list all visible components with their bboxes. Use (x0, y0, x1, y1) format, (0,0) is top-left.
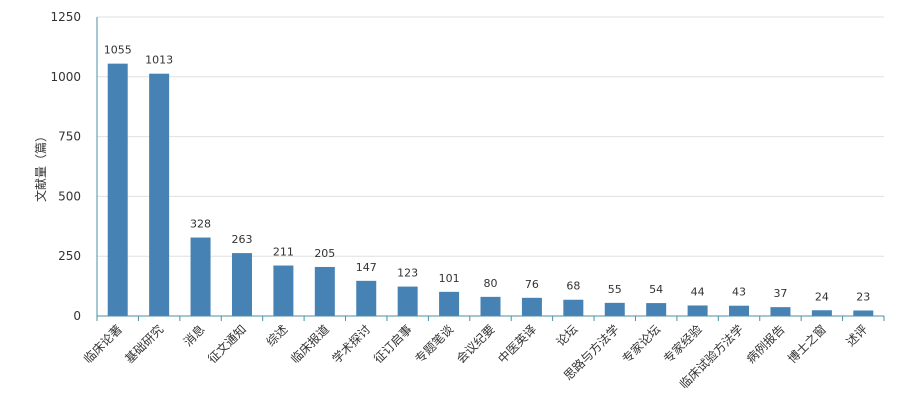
bar (563, 299, 584, 316)
bar (273, 265, 294, 316)
bar (149, 73, 170, 316)
bar (397, 286, 418, 316)
grid-lines (97, 16, 884, 257)
bar (521, 297, 542, 316)
data-label: 55 (608, 283, 622, 296)
bars (107, 63, 874, 317)
data-label: 80 (484, 277, 498, 290)
data-label: 211 (273, 246, 294, 259)
x-tick-label: 专题笔谈 (412, 322, 457, 367)
data-label: 328 (190, 218, 211, 231)
y-tick-label: 750 (58, 130, 81, 144)
data-label: 101 (439, 272, 460, 285)
bar (729, 305, 750, 316)
data-label: 1013 (145, 54, 173, 67)
data-label: 68 (566, 280, 580, 293)
x-tick-label: 专家论坛 (619, 322, 664, 367)
bar (853, 310, 874, 316)
data-label: 263 (231, 233, 252, 246)
bar (356, 280, 377, 316)
data-label: 54 (649, 283, 663, 296)
x-tick-label: 征订启事 (371, 322, 415, 366)
x-tick-label: 基础研究 (122, 322, 167, 367)
data-label: 43 (732, 286, 746, 299)
data-label: 37 (773, 287, 787, 300)
data-label: 1055 (104, 44, 132, 57)
x-tick-label: 述评 (844, 322, 871, 349)
bar (231, 253, 252, 316)
y-tick-label: 0 (73, 309, 81, 323)
bar (770, 307, 791, 316)
bar (646, 303, 667, 316)
data-label: 123 (397, 267, 418, 280)
x-tick-label: 博士之窗 (784, 322, 829, 367)
bar (107, 63, 128, 317)
y-tick-label: 1000 (50, 70, 81, 84)
bar (314, 266, 335, 316)
bar (190, 237, 211, 316)
data-label: 24 (815, 290, 829, 303)
y-tick-label: 1250 (50, 10, 81, 24)
y-axis-ticks: 0 250 500 750 1000 1250 (50, 10, 81, 323)
y-tick-label: 250 (58, 249, 81, 263)
bar (687, 305, 708, 316)
bar (439, 291, 460, 316)
x-tick-label: 临床报道 (287, 322, 332, 367)
data-labels: 1055 1013 328 263 211 205 147 123 101 80 76 68 55 54 4… (104, 44, 871, 304)
data-label: 44 (691, 285, 705, 298)
bar (811, 310, 832, 316)
x-tick-label: 病例报告 (743, 322, 788, 367)
x-tick-label: 临床论著 (81, 322, 125, 366)
data-label: 23 (856, 290, 870, 303)
x-tick-label: 综述 (264, 322, 291, 349)
x-tick-label: 会议纪要 (454, 322, 498, 366)
x-tick-label: 论坛 (554, 322, 581, 349)
data-label: 205 (314, 247, 335, 260)
x-tick-label: 学术探讨 (329, 322, 374, 367)
y-axis-title: 文献量（篇） (33, 130, 48, 202)
x-tick-label: 消息 (180, 322, 208, 350)
data-label: 76 (525, 278, 539, 291)
bar (604, 302, 625, 316)
bar (480, 296, 501, 316)
x-tick-label: 征文通知 (205, 322, 250, 367)
x-tick-label: 中医英译 (494, 322, 539, 367)
y-tick-label: 500 (58, 189, 81, 203)
data-label: 147 (356, 261, 377, 274)
